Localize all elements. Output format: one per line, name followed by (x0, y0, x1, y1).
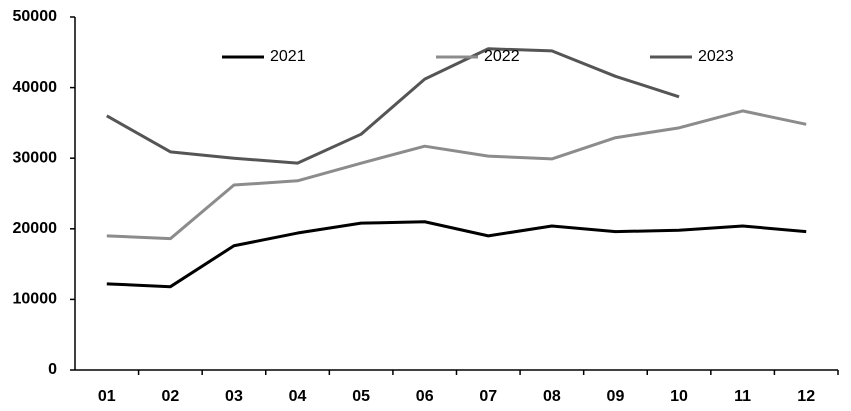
x-tick-label: 08 (543, 388, 561, 405)
x-tick-label: 03 (225, 388, 243, 405)
y-tick-label: 40000 (13, 79, 58, 96)
y-tick-label: 0 (48, 361, 57, 378)
series-line (106, 47, 680, 165)
x-tick-label: 11 (734, 388, 751, 405)
y-tick-label: 50000 (13, 8, 58, 25)
x-tick-label: 09 (607, 388, 625, 405)
legend-label: 2023 (698, 48, 734, 65)
x-tick-label: 07 (479, 388, 497, 405)
x-tick-label: 05 (352, 388, 370, 405)
y-tick-label: 10000 (13, 291, 58, 308)
series-line (106, 220, 807, 289)
x-tick-label: 04 (289, 388, 307, 405)
legend-label: 2021 (270, 48, 306, 65)
legend-label: 2022 (484, 48, 520, 65)
y-tick-label: 20000 (13, 220, 58, 237)
x-tick-label: 02 (161, 388, 179, 405)
x-tick-label: 12 (797, 388, 815, 405)
y-tick-label: 30000 (13, 149, 58, 166)
x-tick-label: 01 (98, 388, 116, 405)
series-line (106, 109, 807, 241)
x-tick-label: 06 (416, 388, 434, 405)
x-tick-label: 10 (670, 388, 688, 405)
